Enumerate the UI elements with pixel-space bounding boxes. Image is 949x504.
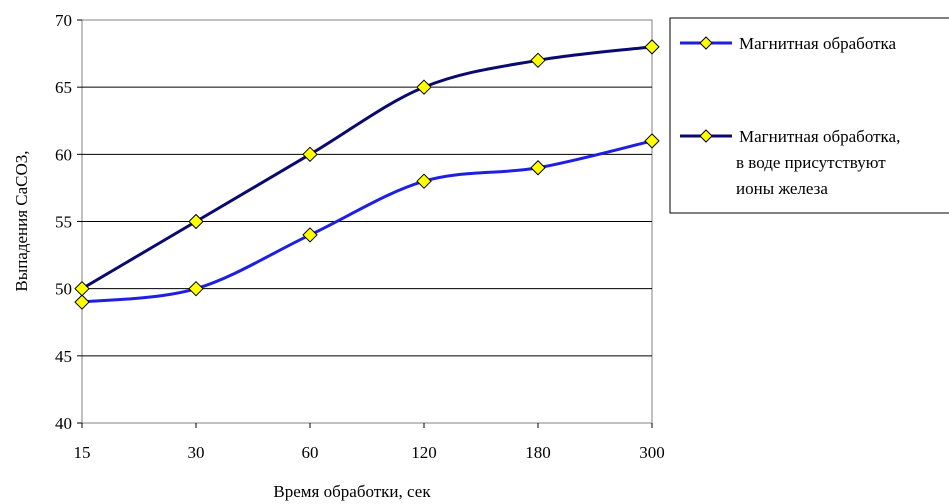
legend-item-2: Магнитная обработка, в воде присутствуют и… bbox=[680, 127, 900, 198]
data-point-marker bbox=[302, 146, 318, 163]
series-layer bbox=[74, 39, 660, 310]
series-line bbox=[81, 45, 653, 290]
y-tick-label: 70 bbox=[55, 11, 72, 30]
y-tick-label: 50 bbox=[55, 280, 72, 299]
x-tick-label: 15 bbox=[74, 443, 91, 462]
data-point-marker bbox=[74, 294, 90, 310]
data-point-marker bbox=[188, 280, 204, 297]
data-point-marker bbox=[644, 133, 660, 149]
data-point-marker bbox=[530, 160, 546, 176]
data-point-marker bbox=[416, 173, 432, 189]
y-tick-label: 60 bbox=[55, 145, 72, 164]
x-tick-label: 60 bbox=[302, 443, 319, 462]
y-tick-label: 65 bbox=[55, 78, 72, 97]
x-axis-ticks: 15 30 60 120 180 300 bbox=[74, 423, 665, 462]
legend-item-1: Магнитная обработка bbox=[680, 34, 897, 53]
legend: Магнитная обработка Магнитная обработка, в… bbox=[669, 17, 949, 214]
x-tick-label: 30 bbox=[188, 443, 205, 462]
x-tick-label: 120 bbox=[411, 443, 437, 462]
y-tick-label: 45 bbox=[55, 347, 72, 366]
series-line bbox=[81, 139, 653, 304]
x-axis-label: Время обработки, сек bbox=[273, 482, 431, 501]
gridlines bbox=[82, 86, 652, 357]
x-tick-label: 180 bbox=[525, 443, 551, 462]
y-axis-ticks: 40 45 50 55 60 65 70 bbox=[55, 11, 82, 433]
legend-label-line: в воде присутствуют bbox=[736, 153, 886, 172]
data-point-marker bbox=[530, 52, 546, 69]
legend-label-line: Магнитная обработка, bbox=[739, 127, 900, 146]
data-point-marker bbox=[74, 280, 90, 297]
data-point-marker bbox=[302, 227, 318, 243]
y-axis-label: Выпадения CaCO3, bbox=[12, 150, 31, 291]
legend-marker bbox=[699, 36, 713, 50]
y-tick-label: 40 bbox=[55, 414, 72, 433]
legend-box bbox=[669, 17, 949, 214]
legend-label: Магнитная обработка bbox=[739, 34, 897, 53]
legend-label-line: ионы железа bbox=[736, 179, 828, 198]
data-point-marker bbox=[188, 213, 204, 230]
legend-marker bbox=[699, 129, 713, 143]
series-1 bbox=[74, 133, 660, 310]
data-point-marker bbox=[416, 79, 432, 95]
data-point-marker bbox=[644, 39, 660, 55]
series-2 bbox=[74, 39, 660, 297]
x-tick-label: 300 bbox=[639, 443, 665, 462]
y-tick-label: 55 bbox=[55, 213, 72, 232]
